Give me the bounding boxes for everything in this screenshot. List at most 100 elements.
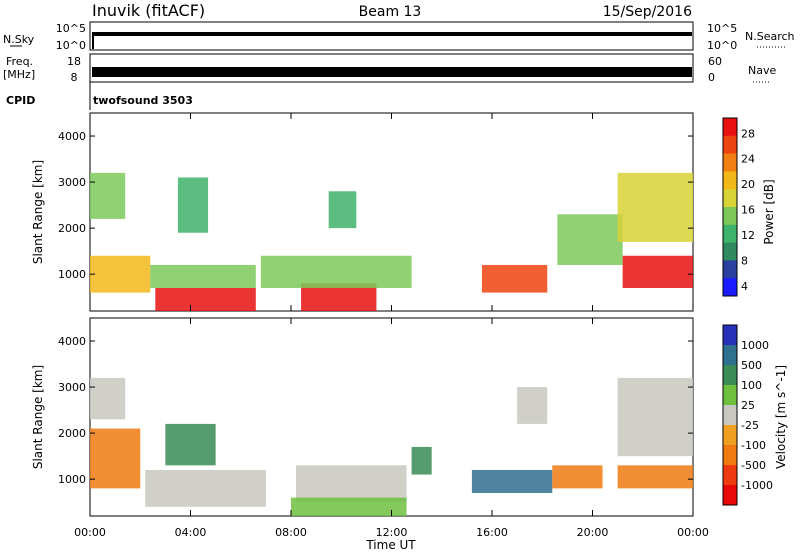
- velocity-region-3: [165, 423, 216, 466]
- power-colorbar-band: [723, 224, 737, 244]
- velocity-colorbar-tick: -25: [741, 419, 759, 432]
- time-tick-label: 00:00: [74, 526, 106, 539]
- power-colorbar-tick: 12: [741, 229, 755, 242]
- velocity-colorbar-label: Velocity [m s^-1]: [774, 365, 788, 469]
- nsearch-tick-low: 10^0: [707, 39, 737, 52]
- power-region-7: [328, 191, 357, 229]
- power-colorbar-tick: 24: [741, 153, 755, 166]
- velocity-colorbar-band: [723, 405, 737, 426]
- velocity-colorbar-tick: -500: [741, 459, 766, 472]
- velocity-colorbar-tick: -1000: [741, 479, 773, 492]
- power-colorbar-band: [723, 118, 737, 137]
- power-ytick-label: 2000: [58, 222, 86, 235]
- power-colorbar-label: Power [dB]: [762, 179, 776, 244]
- velocity-ytick-label: 4000: [58, 335, 86, 348]
- power-colorbar-tick: 28: [741, 127, 755, 140]
- power-region-0: [155, 287, 256, 311]
- beam-title: Beam 13: [359, 4, 422, 20]
- nsky-label: N.Sky: [3, 33, 35, 46]
- velocity-colorbar-band: [723, 485, 737, 506]
- velocity-colorbar-band: [723, 425, 737, 446]
- velocity-ylabel: Slant Range [km]: [31, 365, 45, 469]
- velocity-ytick-label: 2000: [58, 427, 86, 440]
- power-colorbar-band: [723, 153, 737, 172]
- velocity-region-6: [471, 469, 553, 493]
- velocity-y-axis: 4000 3000 2000 1000: [58, 318, 694, 516]
- date-title: 15/Sep/2016: [603, 4, 692, 20]
- power-colorbar-band: [723, 189, 737, 208]
- time-tick-label: 16:00: [476, 526, 508, 539]
- velocity-region-0: [90, 428, 141, 489]
- nsearch-label: N.Search: [745, 30, 795, 43]
- velocity-colorbar-band: [723, 445, 737, 466]
- time-tick-label: 20:00: [577, 526, 609, 539]
- power-colorbar-band: [723, 135, 737, 155]
- velocity-region-9: [617, 377, 693, 457]
- power-region-8: [481, 264, 548, 293]
- power-colorbar-tick: 16: [741, 204, 755, 217]
- nsky-trace: [92, 32, 692, 36]
- freq-label: Freq.: [6, 55, 33, 68]
- power-region-2: [90, 255, 151, 293]
- velocity-colorbar-frame: [722, 324, 738, 506]
- power-colorbar-tick: 4: [741, 280, 748, 293]
- velocity-region-11: [411, 446, 432, 475]
- nsky-tick-high: 10^5: [56, 22, 86, 35]
- nave-trace: [92, 67, 692, 77]
- power-colorbar-band: [723, 278, 737, 297]
- freq-strip-frame: [89, 53, 694, 83]
- time-tick-label: 08:00: [275, 526, 307, 539]
- power-ytick-label: 4000: [58, 130, 86, 143]
- nsky-strip-frame: [89, 21, 694, 51]
- velocity-colorbar: 1000 500 100 25 -25 -100 -500 -1000: [722, 324, 773, 506]
- power-colorbar-tick: 20: [741, 178, 755, 191]
- power-colorbar-band: [723, 242, 737, 261]
- velocity-region-4: [296, 465, 407, 503]
- velocity-heatmap-cells: [90, 377, 693, 516]
- time-tick-label: 00:00: [677, 526, 709, 539]
- velocity-region-8: [617, 465, 693, 489]
- cpid-label: CPID: [6, 94, 35, 107]
- power-colorbar-band: [723, 171, 737, 190]
- station-title: Inuvik (fitACF): [92, 1, 205, 20]
- velocity-region-7: [552, 465, 603, 489]
- velocity-colorbar-band: [723, 465, 737, 486]
- power-ytick-label: 3000: [58, 176, 86, 189]
- nave-tick-low: 0: [708, 71, 715, 84]
- nsearch-tick-high: 10^5: [707, 22, 737, 35]
- velocity-colorbar-tick: 25: [741, 399, 755, 412]
- power-region-4: [150, 264, 256, 288]
- velocity-colorbar-tick: 500: [741, 359, 762, 372]
- power-region-10: [622, 255, 693, 288]
- velocity-region-2: [145, 469, 266, 507]
- time-tick-label: 04:00: [175, 526, 207, 539]
- freq-unit-label: [MHz]: [3, 68, 35, 81]
- velocity-region-5: [291, 497, 407, 516]
- velocity-region-1: [90, 377, 126, 420]
- time-tick-label: 12:00: [376, 526, 408, 539]
- power-colorbar-band: [723, 207, 737, 226]
- power-colorbar-tick: 8: [741, 254, 748, 267]
- power-y-axis: 4000 3000 2000 1000: [58, 113, 694, 311]
- power-region-5: [260, 255, 412, 288]
- time-xlabel: Time UT: [365, 538, 416, 552]
- velocity-panel: 4000 3000 2000 1000 00:00 04:00 08:00 12:00 16:…: [31, 317, 709, 552]
- freq-tick-high: 18: [67, 55, 81, 68]
- velocity-ytick-label: 1000: [58, 473, 86, 486]
- power-colorbar-band: [723, 260, 737, 279]
- freq-tick-low: 8: [71, 71, 78, 84]
- power-region-3: [90, 172, 126, 219]
- power-region-11: [617, 172, 693, 242]
- velocity-colorbar-band: [723, 345, 737, 366]
- velocity-colorbar-band: [723, 325, 737, 346]
- nave-label: Nave: [748, 64, 776, 77]
- power-panel: 4000 3000 2000 1000 Slant Range [km]: [31, 112, 694, 312]
- power-heatmap-cells: [90, 172, 693, 311]
- power-colorbar: 28 24 20 16 12 8 4: [722, 117, 755, 297]
- cpid-value: twofsound 3503: [93, 94, 193, 107]
- power-ylabel: Slant Range [km]: [31, 160, 45, 264]
- nave-tick-high: 60: [708, 55, 722, 68]
- power-ytick-label: 1000: [58, 268, 86, 281]
- power-region-9: [557, 214, 623, 265]
- velocity-colorbar-tick: 1000: [741, 339, 769, 352]
